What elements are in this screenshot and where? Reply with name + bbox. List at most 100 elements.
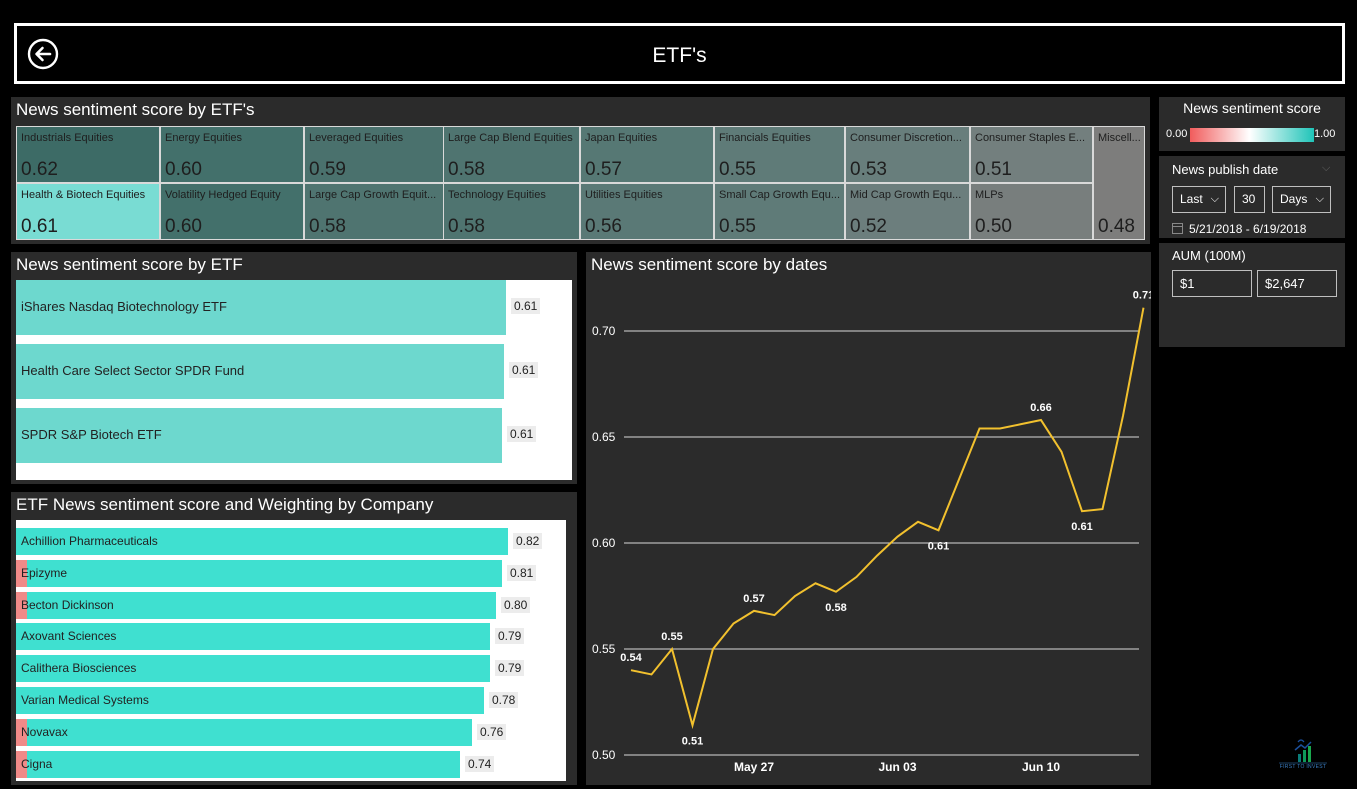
- date-filter-panel: News publish date ⌵ Last ⌵ 30 Days ⌵ 5/2…: [1159, 156, 1345, 238]
- treemap-cell[interactable]: Large Cap Blend Equities 0.58: [443, 126, 580, 183]
- series-line[interactable]: [630, 307, 1145, 730]
- y-tick-label: 0.70: [592, 324, 616, 338]
- treemap-cell[interactable]: Industrials Equities 0.62: [16, 126, 160, 183]
- company-bar[interactable]: [16, 591, 496, 619]
- count-input[interactable]: 30: [1234, 186, 1265, 213]
- chevron-down-icon[interactable]: ⌵: [1322, 162, 1331, 174]
- treemap-cell[interactable]: Utilities Equities 0.56: [580, 183, 714, 240]
- treemap-cell[interactable]: Small Cap Growth Equ... 0.55: [714, 183, 845, 240]
- treemap-cell-label: Large Cap Growth Equit...: [309, 189, 437, 201]
- treemap-cell[interactable]: Volatility Hedged Equity 0.60: [160, 183, 304, 240]
- treemap-cell-label: Mid Cap Growth Equ...: [850, 189, 962, 201]
- company-bar[interactable]: [16, 528, 508, 555]
- company-bar-value: 0.78: [489, 692, 519, 708]
- company-bar-label: Novavax: [21, 724, 68, 739]
- treemap-cell-label: Volatility Hedged Equity: [165, 189, 281, 201]
- etf-bar[interactable]: [16, 344, 504, 399]
- negative-marker: [16, 718, 27, 746]
- legend-max: 1.00: [1314, 128, 1336, 140]
- company-bar[interactable]: [16, 718, 472, 746]
- legend-min: 0.00: [1166, 128, 1188, 140]
- aum-min-input[interactable]: $1: [1172, 270, 1252, 297]
- company-bar-value: 0.79: [495, 660, 525, 677]
- aum-max-input[interactable]: $2,647: [1257, 270, 1337, 297]
- data-label: 0.57: [743, 593, 764, 605]
- treemap-cell[interactable]: Technology Equities 0.58: [443, 183, 580, 240]
- treemap-cell[interactable]: Leveraged Equities 0.59: [304, 126, 444, 183]
- treemap-cell[interactable]: Japan Equities 0.57: [580, 126, 714, 183]
- treemap-cell[interactable]: MLPs 0.50: [970, 183, 1093, 240]
- company-bar-chart: Achillion Pharmaceuticals 0.82 Epizyme 0.81…: [16, 520, 566, 781]
- company-bar-label: Varian Medical Systems: [21, 693, 149, 707]
- treemap-cell-label: Japan Equities: [585, 132, 658, 144]
- line-chart-title: News sentiment score by dates: [591, 255, 828, 274]
- aum-filter-panel: AUM (100M) $1 $2,647: [1159, 243, 1345, 347]
- line-chart-panel: News sentiment score by dates 0.70 0.65 0.…: [586, 252, 1151, 785]
- treemap-cell-value: 0.53: [850, 159, 887, 180]
- treemap-cell-value: 0.51: [975, 159, 1012, 180]
- count-value: 30: [1242, 192, 1256, 206]
- treemap-cell-value: 0.59: [309, 159, 346, 180]
- company-bar[interactable]: [16, 655, 490, 683]
- treemap-cell[interactable]: Consumer Discretion... 0.53: [845, 126, 970, 183]
- treemap-cell[interactable]: Mid Cap Growth Equ... 0.52: [845, 183, 970, 240]
- treemap-cell-label: Leveraged Equities: [309, 132, 404, 144]
- date-filter-title: News publish date: [1172, 162, 1279, 177]
- company-bar[interactable]: [16, 750, 460, 778]
- aum-filter-title: AUM (100M): [1172, 248, 1246, 263]
- company-bar-value: 0.82: [513, 533, 543, 549]
- company-bar-value: 0.80: [501, 596, 531, 613]
- company-bar[interactable]: [16, 623, 490, 651]
- treemap-cell[interactable]: Miscell... 0.48: [1093, 126, 1145, 240]
- legend-title: News sentiment score: [1183, 100, 1321, 116]
- treemap-cell[interactable]: Health & Biotech Equities 0.61: [16, 183, 160, 240]
- legend-gradient: [1190, 128, 1314, 142]
- treemap-cell-value: 0.58: [448, 159, 485, 180]
- etf-bar-chart: iShares Nasdaq Biotechnology ETF 0.61 Heal…: [16, 280, 572, 480]
- data-label: 0.58: [825, 602, 846, 614]
- treemap-cell-label: Consumer Discretion...: [850, 132, 962, 144]
- etf-bar-panel: News sentiment score by ETF iShares Nasd…: [11, 252, 577, 484]
- etf-bar-value: 0.61: [509, 362, 539, 378]
- data-label: 0.61: [1071, 521, 1092, 533]
- treemap-cell-label: Technology Equities: [448, 189, 546, 201]
- company-bar-label: Calithera Biosciences: [21, 661, 137, 676]
- treemap-cell-value: 0.57: [585, 159, 622, 180]
- treemap-cell-label: Utilities Equities: [585, 189, 663, 201]
- treemap-cell[interactable]: Consumer Staples E... 0.51: [970, 126, 1093, 183]
- treemap-cell-label: Energy Equities: [165, 132, 243, 144]
- company-bar-label: Axovant Sciences: [21, 629, 117, 644]
- company-bar[interactable]: [16, 687, 484, 714]
- company-bar-label: Epizyme: [21, 565, 68, 580]
- etf-bar-value: 0.61: [507, 426, 537, 442]
- treemap-cell[interactable]: Energy Equities 0.60: [160, 126, 304, 183]
- company-bar-value: 0.74: [465, 755, 495, 772]
- header-bar: ETF's: [14, 23, 1345, 84]
- treemap-cell-value: 0.56: [585, 216, 622, 237]
- logo-text: FIRST TO INVEST: [1279, 764, 1327, 770]
- treemap-cell-label: Small Cap Growth Equ...: [719, 189, 841, 201]
- company-bar[interactable]: [16, 559, 502, 587]
- back-arrow-icon[interactable]: [27, 38, 59, 70]
- treemap-cell-value: 0.48: [1098, 216, 1135, 237]
- etf-bar[interactable]: [16, 280, 506, 335]
- unit-dropdown[interactable]: Days ⌵: [1272, 186, 1331, 213]
- period-dropdown[interactable]: Last ⌵: [1172, 186, 1226, 213]
- negative-marker: [16, 559, 27, 587]
- treemap-cell-value: 0.62: [21, 159, 58, 180]
- date-range: 5/21/2018 - 6/19/2018: [1189, 222, 1307, 236]
- company-bar-label: Becton Dickinson: [21, 597, 114, 612]
- etf-bar-value: 0.61: [511, 298, 541, 314]
- data-label: 0.61: [928, 540, 949, 552]
- treemap-cell-label: Health & Biotech Equities: [21, 189, 146, 201]
- treemap-cell[interactable]: Large Cap Growth Equit... 0.58: [304, 183, 444, 240]
- treemap-panel: News sentiment score by ETF's Industrial…: [11, 97, 1150, 244]
- treemap-cell-label: Consumer Staples E...: [975, 132, 1086, 144]
- treemap-cell-value: 0.60: [165, 216, 202, 237]
- company-bar-label: Cigna: [21, 756, 53, 771]
- y-tick-label: 0.55: [592, 642, 616, 656]
- etf-bar[interactable]: [16, 408, 502, 463]
- etf-bar-label: Health Care Select Sector SPDR Fund: [21, 363, 245, 378]
- unit-value: Days: [1280, 192, 1308, 206]
- treemap-cell[interactable]: Financials Equities 0.55: [714, 126, 845, 183]
